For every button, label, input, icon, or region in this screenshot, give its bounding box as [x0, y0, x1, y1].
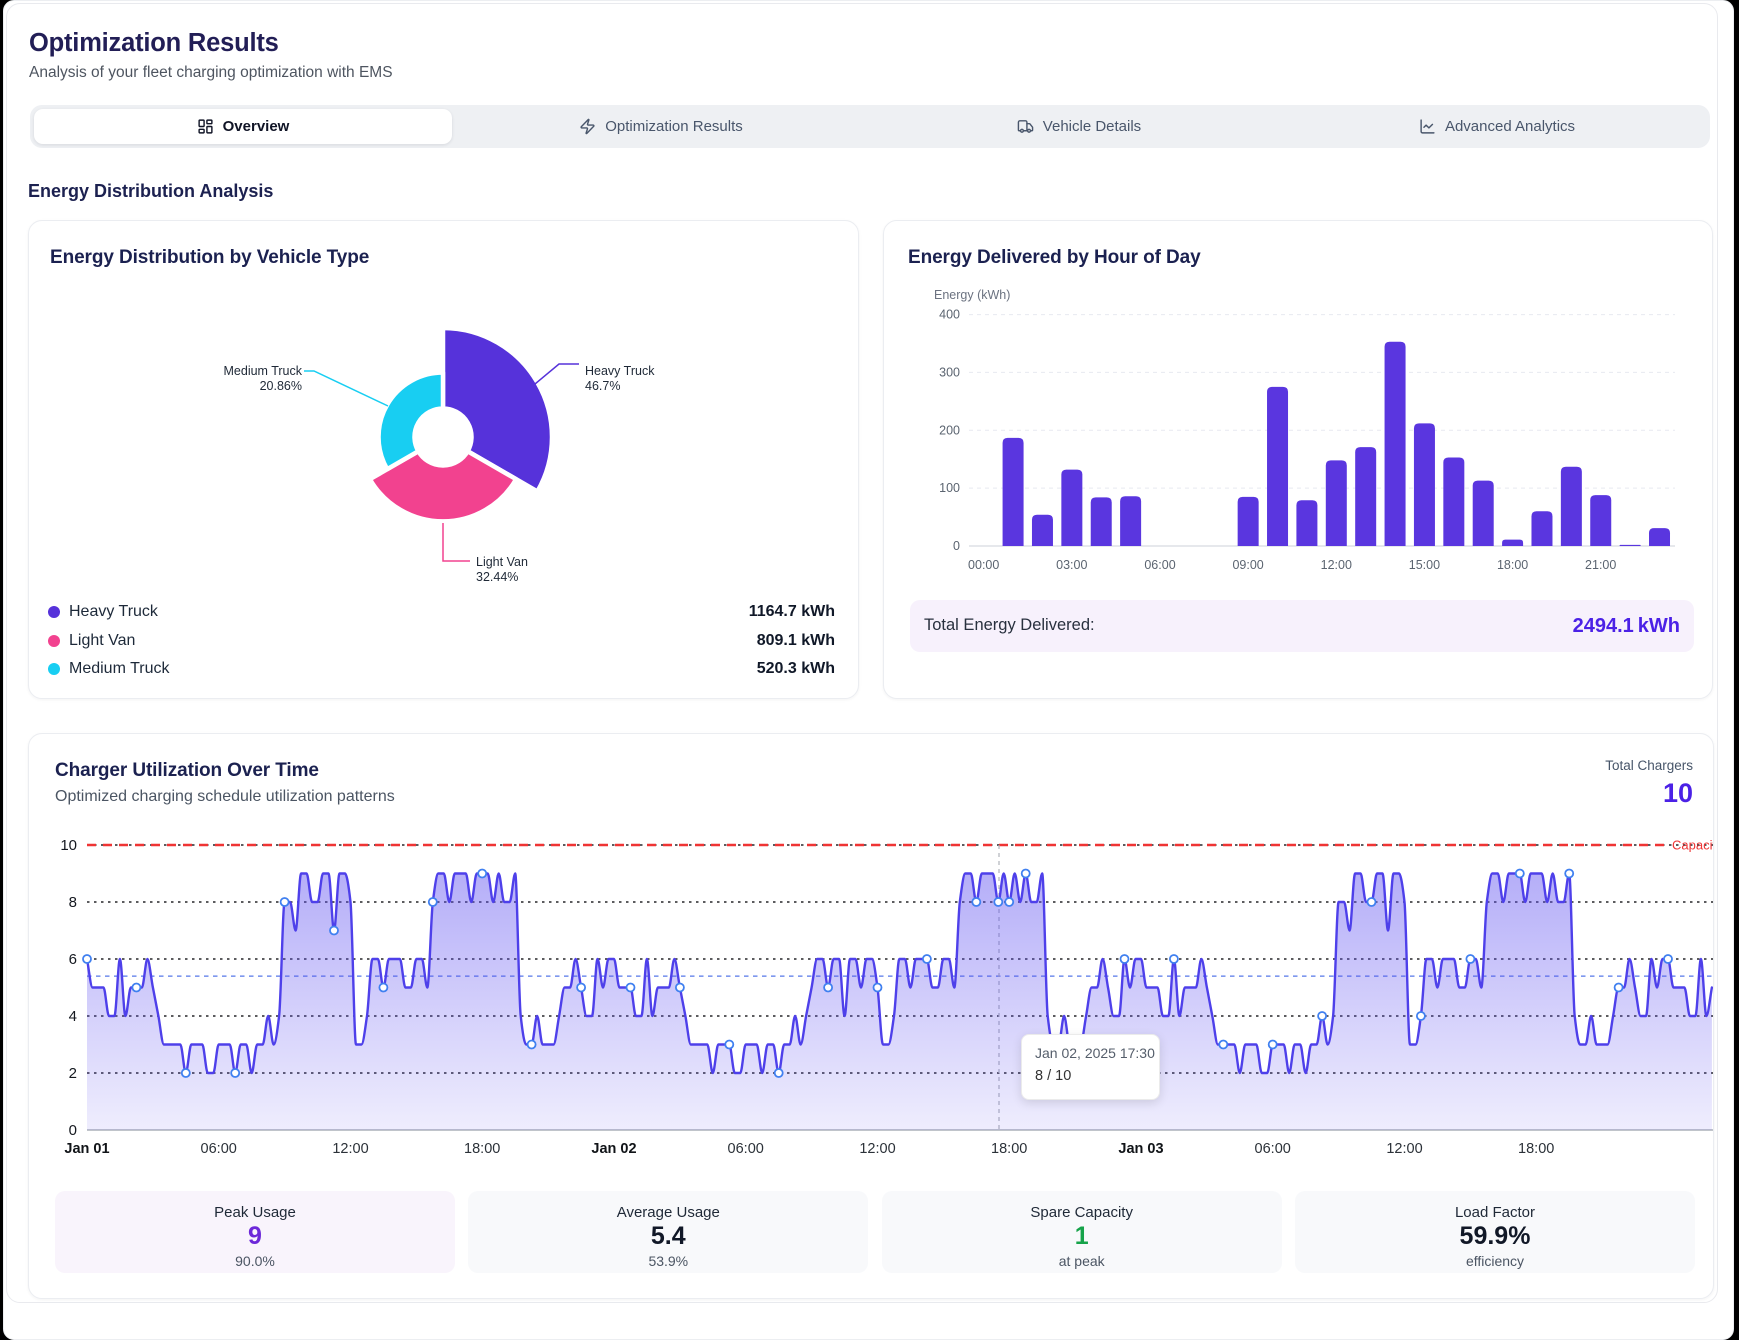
svg-text:400: 400: [939, 308, 960, 322]
svg-text:10: 10: [60, 837, 77, 854]
svg-text:15:00: 15:00: [1409, 558, 1440, 572]
svg-text:18:00: 18:00: [464, 1141, 500, 1157]
svg-text:0: 0: [953, 539, 960, 553]
svg-text:06:00: 06:00: [728, 1141, 764, 1157]
svg-text:12:00: 12:00: [1386, 1141, 1422, 1157]
svg-text:Energy (kWh): Energy (kWh): [934, 288, 1010, 302]
svg-text:6: 6: [69, 951, 77, 968]
svg-text:06:00: 06:00: [1255, 1141, 1291, 1157]
svg-text:4: 4: [69, 1008, 77, 1025]
svg-text:Jan 03: Jan 03: [1118, 1141, 1163, 1157]
svg-text:2: 2: [69, 1065, 77, 1082]
svg-text:06:00: 06:00: [201, 1141, 237, 1157]
svg-text:Heavy Truck: Heavy Truck: [585, 364, 655, 378]
svg-text:Capacity: Capacity: [1672, 838, 1714, 853]
svg-text:Light Van: Light Van: [476, 555, 528, 569]
svg-text:12:00: 12:00: [1321, 558, 1352, 572]
svg-text:300: 300: [939, 365, 960, 379]
svg-text:20.86%: 20.86%: [260, 379, 302, 393]
svg-text:8: 8: [69, 894, 77, 911]
svg-text:Jan 01: Jan 01: [64, 1141, 109, 1157]
svg-text:00:00: 00:00: [968, 558, 999, 572]
svg-text:18:00: 18:00: [1518, 1141, 1554, 1157]
svg-text:03:00: 03:00: [1056, 558, 1087, 572]
svg-text:100: 100: [939, 481, 960, 495]
svg-text:21:00: 21:00: [1585, 558, 1616, 572]
svg-text:200: 200: [939, 423, 960, 437]
svg-text:32.44%: 32.44%: [476, 570, 518, 584]
svg-text:06:00: 06:00: [1144, 558, 1175, 572]
svg-text:18:00: 18:00: [1497, 558, 1528, 572]
svg-text:09:00: 09:00: [1232, 558, 1263, 572]
svg-text:0: 0: [69, 1122, 77, 1139]
svg-text:12:00: 12:00: [332, 1141, 368, 1157]
svg-text:46.7%: 46.7%: [585, 379, 620, 393]
svg-text:Jan 02: Jan 02: [591, 1141, 636, 1157]
svg-text:Medium Truck: Medium Truck: [224, 364, 303, 378]
svg-text:12:00: 12:00: [859, 1141, 895, 1157]
svg-text:18:00: 18:00: [991, 1141, 1027, 1157]
